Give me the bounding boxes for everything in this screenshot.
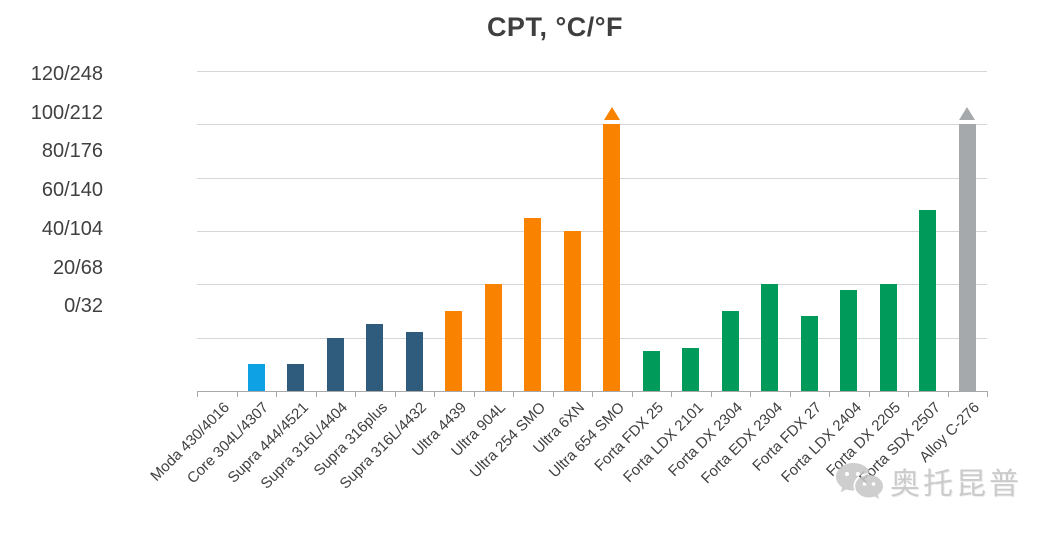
x-axis-tick — [710, 392, 712, 397]
bar-forta-ldx-2404 — [840, 289, 858, 391]
y-tick-label: 100/212 — [30, 101, 103, 124]
bar-supra-316l-4404 — [326, 337, 344, 391]
bar-supra-444-4521 — [287, 364, 305, 391]
bar-supra-316l-4432 — [405, 332, 423, 391]
x-axis-tick — [473, 392, 475, 397]
x-axis-tick — [315, 392, 317, 397]
bar-ultra-904l — [484, 284, 502, 391]
y-tick-label: 0/32 — [64, 295, 103, 318]
x-axis-tick — [197, 392, 198, 397]
wechat-icon — [834, 460, 884, 509]
x-axis-tick — [987, 392, 988, 397]
gridline — [197, 231, 987, 232]
bar-forta-dx-2205 — [879, 284, 897, 391]
x-axis-tick — [276, 392, 277, 397]
x-axis-tick — [592, 392, 593, 397]
gridline — [197, 71, 987, 72]
y-tick-label: 60/140 — [41, 179, 103, 202]
x-axis-tick — [394, 392, 396, 397]
bar-forta-dx-2304 — [721, 311, 739, 391]
bar-ultra-254-smo — [524, 217, 542, 391]
x-axis-tick — [829, 392, 830, 397]
bar-forta-sdx-2507 — [919, 209, 937, 391]
exceeds-scale-arrow — [959, 107, 976, 121]
y-tick-label: 20/68 — [52, 256, 103, 279]
gridline — [197, 124, 987, 126]
x-axis-tick — [631, 392, 633, 397]
gridline — [197, 337, 987, 339]
bar-ultra-4439 — [445, 311, 463, 391]
x-axis-tick — [552, 392, 554, 397]
bar-forta-fdx-27 — [800, 316, 818, 391]
bar-forta-fdx-25 — [642, 351, 660, 391]
x-axis-tick — [355, 392, 356, 397]
x-axis-tick — [236, 392, 238, 397]
watermark: 奥托昆普 — [834, 460, 1022, 509]
chart-title: CPT, °C/°F — [486, 12, 624, 42]
watermark-brand-text: 奥托昆普 — [890, 467, 1022, 501]
bar-ultra-6xn — [563, 231, 581, 391]
x-axis-tick — [868, 392, 870, 397]
x-axis-tick — [789, 392, 791, 397]
x-axis-tick — [434, 392, 435, 397]
y-tick-label: 40/104 — [41, 217, 103, 240]
y-tick-label: 120/248 — [30, 63, 103, 85]
bar-alloy-c-276 — [958, 124, 976, 391]
bar-core-304l-4307 — [247, 364, 265, 391]
exceeds-scale-arrow — [603, 107, 620, 121]
y-tick-label: 80/176 — [41, 140, 103, 163]
bar-forta-ldx-2101 — [682, 348, 700, 391]
bar-supra-316plus — [366, 324, 384, 391]
x-axis-line — [197, 391, 988, 392]
gridline — [197, 284, 987, 286]
gridline — [197, 177, 987, 179]
x-axis-tick — [947, 392, 949, 397]
x-axis-tick — [908, 392, 909, 397]
x-axis-tick — [671, 392, 672, 397]
bar-ultra-654-smo — [603, 124, 621, 391]
x-axis-tick — [750, 392, 751, 397]
x-axis-tick — [513, 392, 514, 397]
bar-forta-edx-2304 — [761, 284, 779, 391]
